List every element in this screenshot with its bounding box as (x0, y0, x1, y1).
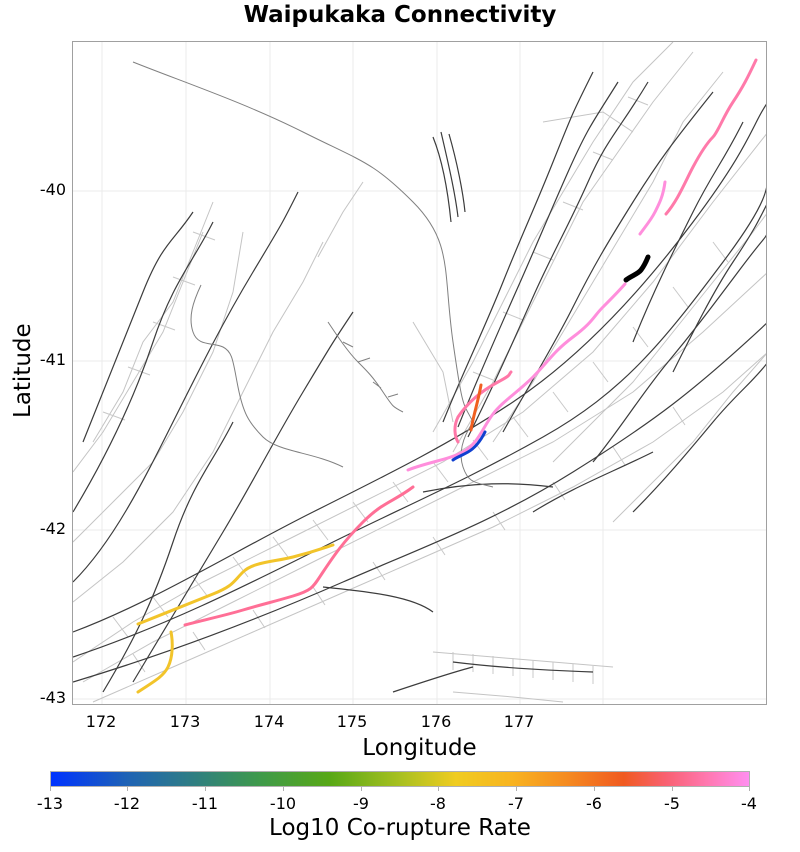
cbar-tick: -8 (430, 794, 446, 813)
rupture-pink-central (406, 282, 627, 472)
fault-patches (73, 42, 766, 703)
cbar-tick: -6 (586, 794, 602, 813)
x-tick-176: 176 (420, 712, 452, 731)
cbar-tick: -10 (269, 794, 297, 813)
cbar-tickmark (516, 787, 517, 791)
cbar-tickmark (283, 787, 284, 791)
rupture-blue (451, 430, 487, 462)
cbar-tickmark (127, 787, 128, 791)
rupture-orange (469, 383, 483, 432)
y-axis-label: Latitude (10, 323, 36, 418)
rupture-pink-northeast (664, 58, 758, 216)
rupture-pink-south (183, 485, 415, 627)
cbar-tickmark (594, 787, 595, 791)
fault-traces (73, 71, 766, 693)
cbar-tick: -4 (741, 794, 757, 813)
rupture-pink-wairarapa (638, 180, 667, 236)
rupture-yellow (136, 543, 335, 626)
y-tick-40: -40 (39, 180, 66, 199)
highlighted-ruptures (136, 58, 758, 694)
coastline (132, 61, 494, 488)
cbar-tick: -5 (664, 794, 680, 813)
x-axis-label: Longitude (362, 735, 477, 761)
x-tick-174: 174 (253, 712, 285, 731)
y-tick-42: -42 (39, 519, 66, 538)
cbar-tickmark (361, 787, 362, 791)
cbar-tick: -12 (113, 794, 141, 813)
fault-patch-dividers (102, 96, 729, 684)
chart-title: Waipukaka Connectivity (243, 2, 557, 28)
cbar-tick: -7 (508, 794, 524, 813)
x-tick-172: 172 (85, 712, 117, 731)
colorbar-label: Log10 Co-rupture Rate (269, 815, 531, 841)
cbar-tickmark (749, 787, 750, 791)
x-tick-173: 173 (169, 712, 201, 731)
cbar-tickmark (438, 787, 439, 791)
y-tick-41: -41 (39, 350, 66, 369)
cbar-tickmark (50, 787, 51, 791)
y-tick-43: -43 (39, 688, 66, 707)
rupture-pink-loop (453, 370, 513, 444)
x-tick-175: 175 (336, 712, 368, 731)
map-plot-area (72, 41, 767, 705)
cbar-tickmark (205, 787, 206, 791)
cbar-tick: -11 (191, 794, 219, 813)
cbar-tickmark (672, 787, 673, 791)
x-tick-177: 177 (503, 712, 535, 731)
rupture-yellow-south (136, 630, 174, 694)
rupture-source-black (623, 254, 651, 283)
cbar-tick: -13 (36, 794, 64, 813)
colorbar (50, 771, 750, 787)
cbar-tick: -9 (353, 794, 369, 813)
gridlines (73, 42, 766, 704)
map-canvas (73, 42, 766, 704)
